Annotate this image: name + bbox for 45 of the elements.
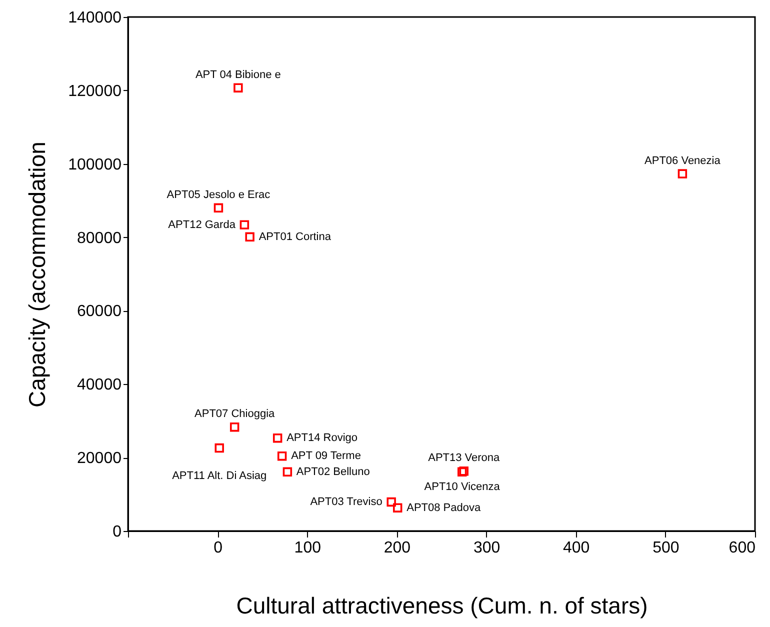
point — [459, 466, 468, 476]
annotation: APT10 Vicenza — [424, 480, 501, 493]
annotation: APT12 Garda — [168, 218, 236, 231]
point — [678, 169, 688, 178]
annotation: APT02 Belluno — [296, 466, 370, 478]
y-tick-label: 0 — [112, 524, 122, 540]
annotation: APT07 Chioggia — [194, 408, 276, 420]
point — [282, 467, 292, 476]
annotation: APT03 Treviso — [310, 496, 382, 508]
x-tick-label: 500 — [652, 540, 680, 556]
x-tick-label: 100 — [294, 540, 322, 556]
point — [245, 232, 254, 242]
point — [277, 451, 287, 461]
x-axis-title: Cultural attractiveness (Cum. n. of stars) — [236, 592, 648, 618]
annotation: APT08 Padova — [406, 502, 482, 514]
y-tick-label: 60000 — [77, 303, 122, 320]
x-tick-label: 300 — [473, 540, 500, 556]
annotation: APT05 Jesolo e Erac — [166, 188, 271, 201]
point — [230, 422, 240, 432]
point — [393, 503, 402, 512]
point — [457, 467, 467, 476]
annotation: APT 09 Terme — [291, 450, 361, 462]
point — [240, 220, 250, 230]
x-tick-label: 200 — [384, 540, 411, 556]
annotation: APT06 Venezia — [644, 154, 722, 167]
annotation: APT14 Rovigo — [286, 432, 358, 444]
annotation: APT11 Alt. Di Asiag — [172, 470, 267, 482]
point — [386, 497, 396, 507]
x-tick-label: 0 — [214, 540, 223, 556]
y-tick-label: 40000 — [77, 376, 122, 394]
x-tick-label: 400 — [563, 540, 590, 556]
point — [214, 443, 224, 453]
point — [272, 434, 282, 443]
point — [234, 83, 243, 92]
y-tick-label: 140000 — [68, 10, 122, 26]
point — [214, 203, 224, 213]
y-tick-label: 120000 — [68, 82, 122, 100]
y-axis-title: Capacity (accommodation — [24, 142, 50, 408]
x-tick-label: 600 — [728, 540, 756, 556]
annotation: APT13 Verona — [428, 452, 501, 464]
annotation: APT01 Cortina — [258, 230, 332, 243]
y-tick-label: 20000 — [77, 450, 122, 468]
y-tick-label: 100000 — [68, 156, 122, 174]
annotation: APT 04 Bibione e — [195, 68, 281, 81]
y-tick-label: 80000 — [77, 230, 122, 247]
